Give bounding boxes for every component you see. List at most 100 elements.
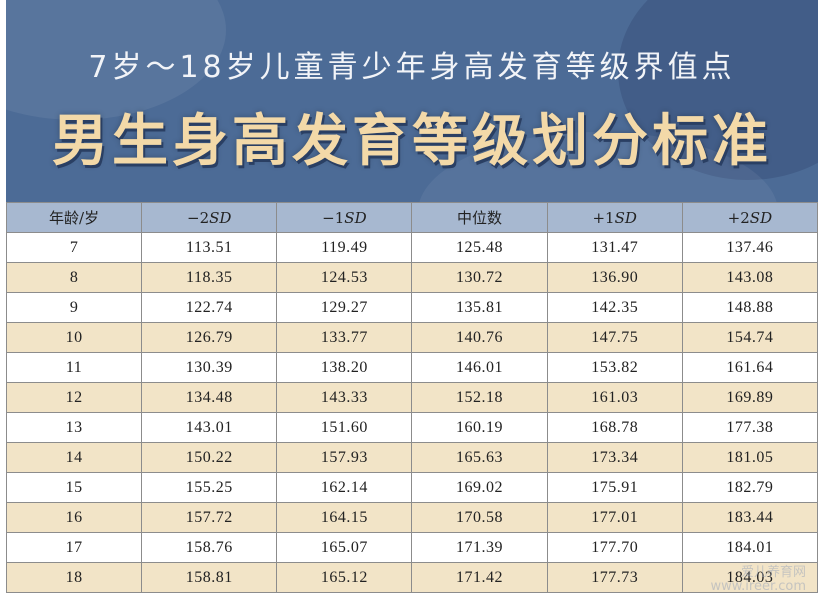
cell-minus-2sd: 122.74 — [141, 292, 278, 323]
cell-age: 10 — [5, 322, 143, 353]
table-row: 14 150.22 157.93 165.63 173.34 181.05 — [5, 442, 819, 473]
column-header-plus-2sd: +2SD — [681, 202, 819, 233]
cell-plus-1sd: 168.78 — [546, 412, 683, 443]
cell-plus-2sd: 137.46 — [681, 232, 819, 263]
cell-minus-2sd: 118.35 — [141, 262, 278, 293]
cell-minus-1sd: 133.77 — [276, 322, 413, 353]
page-title: 男生身高发育等级划分标准 — [52, 109, 772, 174]
cell-minus-2sd: 134.48 — [141, 382, 278, 413]
cell-age: 9 — [5, 292, 143, 323]
column-header-label: 年龄/岁 — [49, 209, 100, 227]
height-standard-table: 年龄/岁 −2SD −1SD 中位数 +1SD +2SD 7 113.51 119.… — [5, 202, 819, 593]
column-header-label: +2 — [727, 208, 750, 227]
table-row: 7 113.51 119.49 125.48 131.47 137.46 — [5, 232, 819, 263]
cell-age: 14 — [5, 442, 143, 473]
column-header-label: −1 — [322, 208, 345, 227]
cell-minus-1sd: 165.07 — [276, 532, 413, 563]
cell-median: 140.76 — [411, 322, 548, 353]
column-header-sd: SD — [209, 208, 232, 227]
table-row: 17 158.76 165.07 171.39 177.70 184.01 — [5, 532, 819, 563]
cell-age: 17 — [5, 532, 143, 563]
table-row: 10 126.79 133.77 140.76 147.75 154.74 — [5, 322, 819, 353]
cell-minus-2sd: 143.01 — [141, 412, 278, 443]
subtitle: 7岁～18岁儿童青少年身高发育等级界值点 — [88, 50, 736, 85]
cell-plus-1sd: 175.91 — [546, 472, 683, 503]
cell-plus-1sd: 177.01 — [546, 502, 683, 533]
cell-minus-1sd: 119.49 — [276, 232, 413, 263]
cell-minus-1sd: 124.53 — [276, 262, 413, 293]
cell-plus-2sd: 184.01 — [681, 532, 819, 563]
cell-median: 152.18 — [411, 382, 548, 413]
cell-age: 16 — [5, 502, 143, 533]
cell-median: 160.19 — [411, 412, 548, 443]
column-header-minus-2sd: −2SD — [141, 202, 278, 233]
cell-median: 169.02 — [411, 472, 548, 503]
cell-minus-2sd: 126.79 — [141, 322, 278, 353]
cell-minus-1sd: 151.60 — [276, 412, 413, 443]
cell-plus-2sd: 181.05 — [681, 442, 819, 473]
cell-plus-2sd: 169.89 — [681, 382, 819, 413]
cell-plus-2sd: 184.03 — [681, 562, 819, 593]
cell-plus-1sd: 177.70 — [546, 532, 683, 563]
height-standard-table-container: 年龄/岁 −2SD −1SD 中位数 +1SD +2SD 7 113.51 119.… — [5, 202, 819, 593]
table-body: 7 113.51 119.49 125.48 131.47 137.46 8 118.35 12… — [5, 232, 819, 593]
cell-median: 171.42 — [411, 562, 548, 593]
cell-median: 135.81 — [411, 292, 548, 323]
cell-plus-1sd: 173.34 — [546, 442, 683, 473]
cell-median: 146.01 — [411, 352, 548, 383]
cell-minus-1sd: 138.20 — [276, 352, 413, 383]
cell-age: 18 — [5, 562, 143, 593]
table-row: 16 157.72 164.15 170.58 177.01 183.44 — [5, 502, 819, 533]
cell-plus-1sd: 131.47 — [546, 232, 683, 263]
cell-plus-1sd: 153.82 — [546, 352, 683, 383]
cell-plus-2sd: 143.08 — [681, 262, 819, 293]
cell-plus-1sd: 177.73 — [546, 562, 683, 593]
table-row: 13 143.01 151.60 160.19 168.78 177.38 — [5, 412, 819, 443]
header-banner: 7岁～18岁儿童青少年身高发育等级界值点 男生身高发育等级划分标准 — [6, 0, 818, 202]
cell-minus-1sd: 143.33 — [276, 382, 413, 413]
table-row: 11 130.39 138.20 146.01 153.82 161.64 — [5, 352, 819, 383]
column-header-plus-1sd: +1SD — [546, 202, 683, 233]
table-row: 12 134.48 143.33 152.18 161.03 169.89 — [5, 382, 819, 413]
cell-plus-2sd: 148.88 — [681, 292, 819, 323]
cell-age: 13 — [5, 412, 143, 443]
cell-plus-2sd: 183.44 — [681, 502, 819, 533]
column-header-age: 年龄/岁 — [5, 202, 143, 233]
column-header-sd: SD — [344, 208, 367, 227]
column-header-minus-1sd: −1SD — [276, 202, 413, 233]
cell-minus-1sd: 162.14 — [276, 472, 413, 503]
cell-plus-2sd: 161.64 — [681, 352, 819, 383]
cell-minus-2sd: 158.81 — [141, 562, 278, 593]
cell-age: 15 — [5, 472, 143, 503]
column-header-label: −2 — [187, 208, 210, 227]
cell-plus-1sd: 147.75 — [546, 322, 683, 353]
cell-minus-2sd: 130.39 — [141, 352, 278, 383]
cell-minus-2sd: 150.22 — [141, 442, 278, 473]
cell-median: 170.58 — [411, 502, 548, 533]
cell-plus-1sd: 136.90 — [546, 262, 683, 293]
cell-median: 171.39 — [411, 532, 548, 563]
cell-plus-2sd: 154.74 — [681, 322, 819, 353]
cell-median: 125.48 — [411, 232, 548, 263]
cell-plus-1sd: 142.35 — [546, 292, 683, 323]
table-header-row: 年龄/岁 −2SD −1SD 中位数 +1SD +2SD — [5, 202, 819, 233]
column-header-label: 中位数 — [457, 209, 503, 227]
column-header-label: +1 — [592, 208, 615, 227]
cell-median: 130.72 — [411, 262, 548, 293]
cell-age: 7 — [5, 232, 143, 263]
cell-minus-1sd: 129.27 — [276, 292, 413, 323]
cell-age: 11 — [5, 352, 143, 383]
cell-median: 165.63 — [411, 442, 548, 473]
table-row: 18 158.81 165.12 171.42 177.73 184.03 — [5, 562, 819, 593]
column-header-sd: SD — [614, 208, 637, 227]
cell-minus-1sd: 165.12 — [276, 562, 413, 593]
column-header-sd: SD — [749, 208, 773, 227]
cell-minus-1sd: 157.93 — [276, 442, 413, 473]
cell-minus-2sd: 158.76 — [141, 532, 278, 563]
column-header-median: 中位数 — [411, 202, 548, 233]
cell-age: 8 — [5, 262, 143, 293]
cell-minus-2sd: 155.25 — [141, 472, 278, 503]
cell-minus-2sd: 113.51 — [141, 232, 278, 263]
cell-age: 12 — [5, 382, 143, 413]
cell-plus-2sd: 182.79 — [681, 472, 819, 503]
